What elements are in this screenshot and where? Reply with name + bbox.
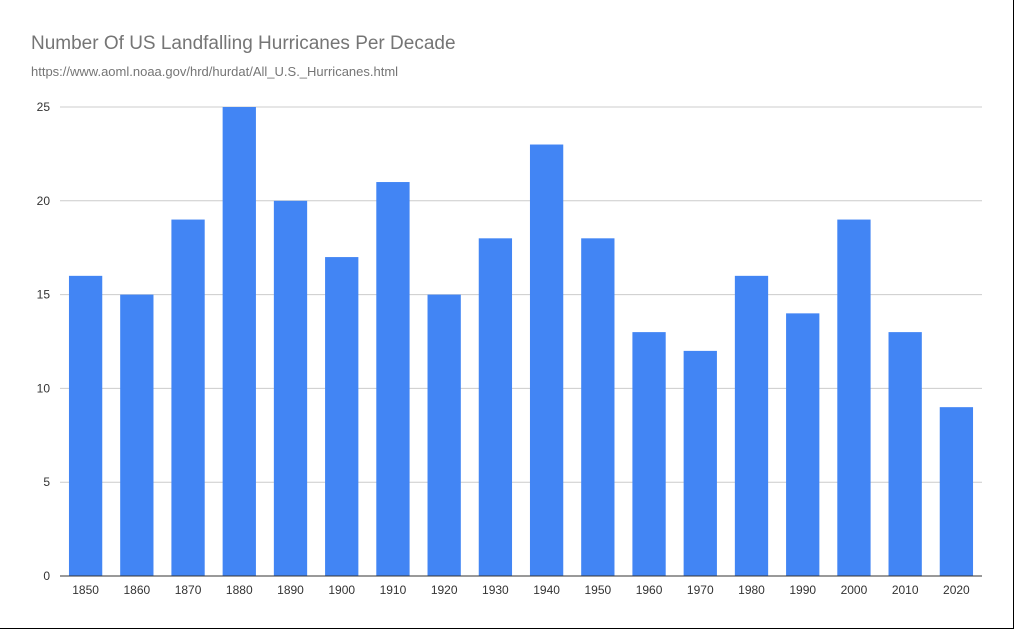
x-tick-label: 1850 xyxy=(72,583,99,597)
chart-subtitle: https://www.aoml.noaa.gov/hrd/hurdat/All… xyxy=(31,64,399,79)
bar-1950 xyxy=(581,238,615,576)
bar-1890 xyxy=(273,200,308,577)
y-tick-label: 5 xyxy=(43,475,50,489)
bar-1970 xyxy=(683,350,717,576)
x-tick-label: 1970 xyxy=(687,583,714,597)
axes: 0 5 10 15 20 25 1850 1860 1870 1880 1890 1900 1910 19… xyxy=(37,100,982,597)
x-tick-label: 2020 xyxy=(943,583,970,597)
y-tick-label: 15 xyxy=(37,288,51,302)
x-tick-label: 1950 xyxy=(584,583,611,597)
bar-2000 xyxy=(837,219,871,576)
bar-1990 xyxy=(786,313,820,576)
gridlines xyxy=(60,106,982,483)
bar-2020 xyxy=(939,407,974,576)
bars xyxy=(68,107,974,577)
bar-1870 xyxy=(171,219,205,576)
x-tick-label: 1890 xyxy=(277,583,304,597)
x-tick-label: 2010 xyxy=(892,583,919,597)
y-tick-label: 0 xyxy=(43,569,50,583)
bar-2010 xyxy=(888,332,922,576)
bar-1930 xyxy=(478,238,513,576)
bar-1910 xyxy=(376,182,410,577)
bar-1960 xyxy=(632,332,666,576)
y-tick-label: 25 xyxy=(37,100,51,114)
bar-1920 xyxy=(427,294,461,576)
bar-1900 xyxy=(325,257,359,576)
bar-1850 xyxy=(68,275,103,576)
bar-1980 xyxy=(734,275,769,576)
x-tick-label: 1940 xyxy=(533,583,560,597)
bar-1940 xyxy=(529,144,564,576)
chart-title: Number Of US Landfalling Hurricanes Per … xyxy=(31,33,456,54)
x-tick-label: 1960 xyxy=(636,583,663,597)
x-tick-label: 1990 xyxy=(789,583,816,597)
bar-1860 xyxy=(120,294,154,576)
x-tick-label: 1870 xyxy=(175,583,202,597)
x-tick-label: 1880 xyxy=(226,583,253,597)
x-tick-label: 1860 xyxy=(123,583,150,597)
bar-1880 xyxy=(222,107,256,576)
x-tick-label: 2000 xyxy=(841,583,868,597)
y-tick-label: 10 xyxy=(37,381,51,395)
x-tick-label: 1910 xyxy=(380,583,407,597)
x-tick-label: 1920 xyxy=(431,583,458,597)
x-tick-label: 1900 xyxy=(328,583,355,597)
x-tick-label: 1980 xyxy=(738,583,765,597)
x-tick-label: 1930 xyxy=(482,583,509,597)
y-tick-label: 20 xyxy=(37,194,51,208)
